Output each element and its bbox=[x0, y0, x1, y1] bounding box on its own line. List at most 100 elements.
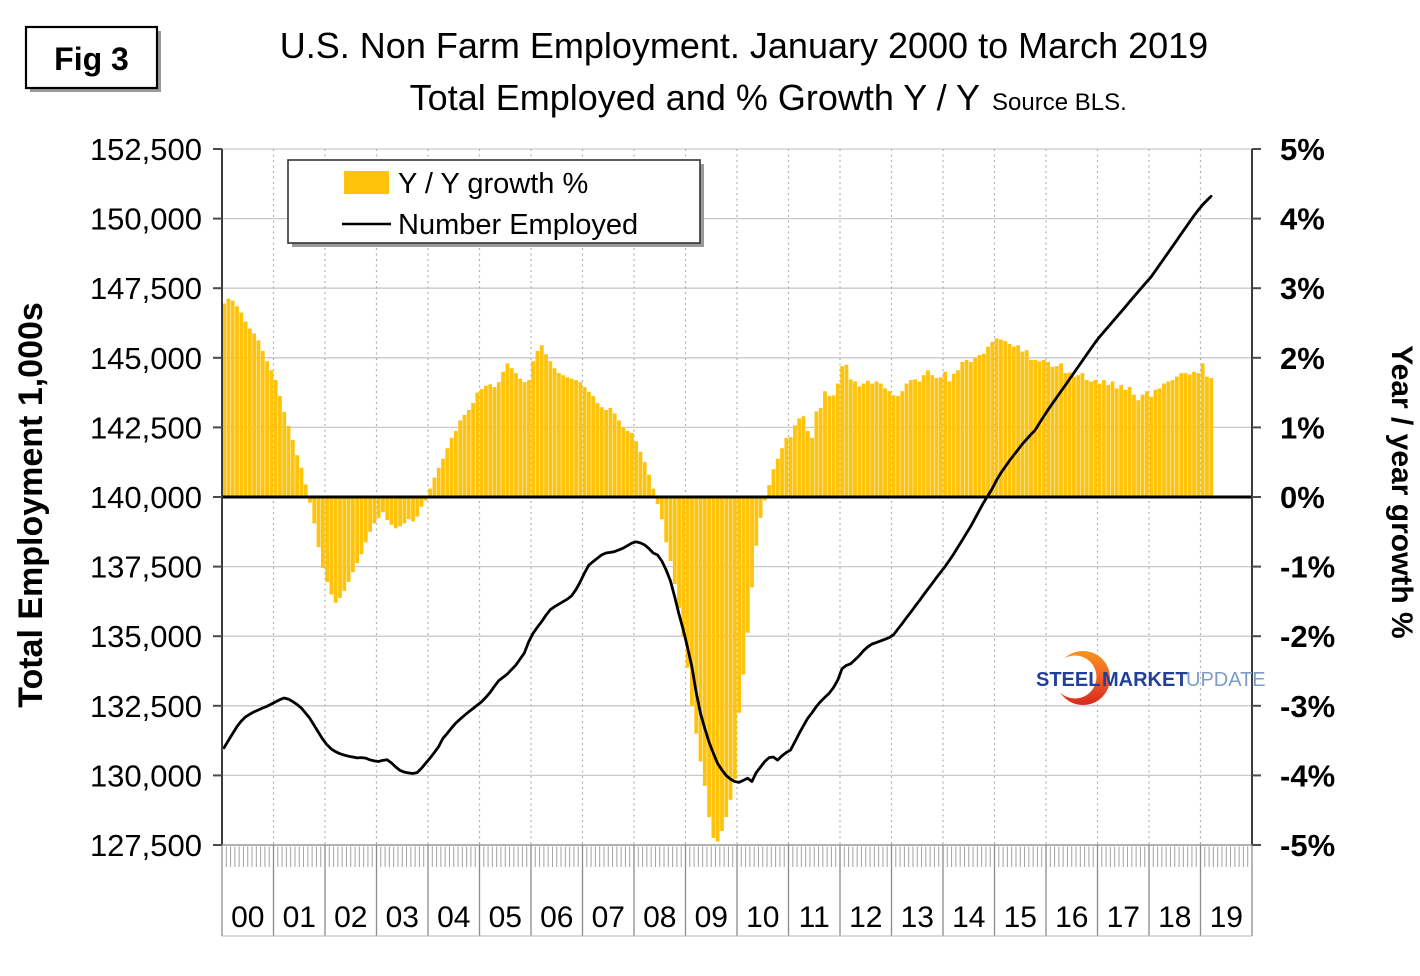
growth-bar bbox=[621, 427, 626, 497]
growth-bar bbox=[793, 425, 797, 497]
growth-bar bbox=[355, 497, 360, 564]
growth-bar bbox=[346, 497, 351, 582]
growth-bar bbox=[1205, 376, 1209, 497]
left-axis-tick-label: 142,500 bbox=[90, 410, 202, 445]
growth-bar bbox=[1029, 359, 1033, 497]
growth-bar bbox=[741, 497, 746, 675]
employment-line bbox=[222, 194, 1213, 784]
right-axis-tick-label: -3% bbox=[1280, 689, 1335, 724]
growth-bar bbox=[385, 497, 390, 520]
growth-bar bbox=[1179, 373, 1184, 497]
growth-bar bbox=[904, 383, 909, 497]
growth-bar bbox=[1089, 381, 1093, 497]
growth-bar bbox=[818, 407, 823, 497]
growth-bar bbox=[526, 380, 531, 497]
growth-bar bbox=[698, 497, 703, 762]
growth-bar bbox=[908, 380, 913, 497]
growth-bar bbox=[552, 368, 557, 497]
growth-bar bbox=[522, 382, 527, 497]
right-axis-tick-label: 5% bbox=[1280, 132, 1325, 167]
year-label: 01 bbox=[283, 901, 316, 934]
growth-bar bbox=[1132, 394, 1136, 497]
growth-bar bbox=[921, 375, 926, 497]
growth-bar bbox=[951, 373, 956, 497]
growth-bar bbox=[874, 381, 879, 497]
growth-bar bbox=[994, 338, 999, 497]
growth-bar bbox=[677, 497, 681, 609]
growth-bar bbox=[754, 497, 759, 546]
growth-bar bbox=[428, 488, 433, 497]
growth-bar bbox=[1123, 389, 1128, 497]
growth-bar bbox=[664, 497, 669, 543]
growth-bar bbox=[1192, 371, 1196, 497]
growth-bar bbox=[1102, 380, 1106, 497]
growth-bar bbox=[1059, 363, 1063, 497]
growth-bar bbox=[359, 497, 364, 555]
growth-bar bbox=[758, 497, 763, 518]
growth-bar bbox=[252, 333, 257, 497]
growth-bar bbox=[883, 388, 887, 497]
year-label: 03 bbox=[386, 901, 419, 934]
growth-bar bbox=[990, 341, 995, 497]
growth-bar bbox=[548, 361, 553, 497]
year-label: 08 bbox=[643, 901, 676, 934]
growth-bar bbox=[363, 497, 368, 543]
growth-bar bbox=[1149, 396, 1154, 497]
growth-bar bbox=[651, 488, 656, 497]
growth-bar bbox=[690, 497, 694, 706]
growth-bar bbox=[745, 497, 750, 633]
growth-bar bbox=[591, 396, 596, 497]
growth-bar bbox=[423, 497, 428, 501]
left-axis-tick-label: 132,500 bbox=[90, 689, 202, 724]
growth-bar bbox=[780, 448, 784, 497]
growth-bar bbox=[441, 458, 445, 497]
growth-bar bbox=[788, 437, 793, 497]
growth-bar bbox=[320, 497, 325, 568]
growth-bar bbox=[351, 497, 355, 573]
growth-bar bbox=[509, 368, 514, 497]
growth-bar bbox=[840, 366, 845, 497]
growth-bar bbox=[767, 485, 772, 497]
growth-bar bbox=[973, 357, 978, 497]
growth-bar bbox=[1016, 345, 1020, 497]
axis-tick-labels: 152,500 5% 150,000 4% 147,500 3% 145,000 2% 142,… bbox=[90, 132, 1335, 934]
growth-bar bbox=[977, 355, 982, 497]
growth-bar bbox=[411, 497, 415, 522]
growth-bar bbox=[1200, 363, 1205, 497]
logo-word-steel: STEEL bbox=[1036, 669, 1100, 691]
growth-bar bbox=[278, 396, 282, 497]
growth-bar bbox=[496, 382, 501, 497]
growth-bar bbox=[569, 378, 574, 497]
growth-bar bbox=[887, 391, 892, 497]
growth-bar bbox=[608, 407, 613, 497]
growth-bar bbox=[415, 497, 420, 517]
growth-bar bbox=[672, 497, 677, 584]
year-label: 07 bbox=[592, 901, 625, 934]
year-label: 12 bbox=[849, 901, 882, 934]
growth-bar bbox=[934, 377, 939, 497]
growth-bar bbox=[1067, 372, 1072, 497]
growth-bar bbox=[1144, 391, 1149, 497]
growth-bar bbox=[479, 389, 484, 497]
growth-bar bbox=[1072, 376, 1076, 497]
growth-bar bbox=[711, 497, 716, 839]
growth-bar bbox=[338, 497, 342, 598]
growth-bar bbox=[1140, 394, 1145, 497]
growth-bar bbox=[445, 448, 450, 497]
year-label: 19 bbox=[1210, 901, 1243, 934]
growth-bar bbox=[1003, 341, 1008, 497]
growth-bar bbox=[432, 477, 437, 497]
growth-bar bbox=[1024, 350, 1029, 497]
growth-bar bbox=[1007, 343, 1012, 497]
growth-bar bbox=[436, 467, 441, 497]
growth-bar bbox=[926, 370, 930, 497]
growth-bar bbox=[1170, 380, 1175, 497]
growth-bar bbox=[694, 497, 699, 734]
growth-bar bbox=[866, 380, 870, 497]
growth-bar bbox=[823, 391, 827, 497]
growth-bar bbox=[1175, 376, 1179, 497]
growth-bar bbox=[1011, 346, 1016, 497]
year-label: 04 bbox=[437, 901, 470, 934]
year-label: 09 bbox=[695, 901, 728, 934]
